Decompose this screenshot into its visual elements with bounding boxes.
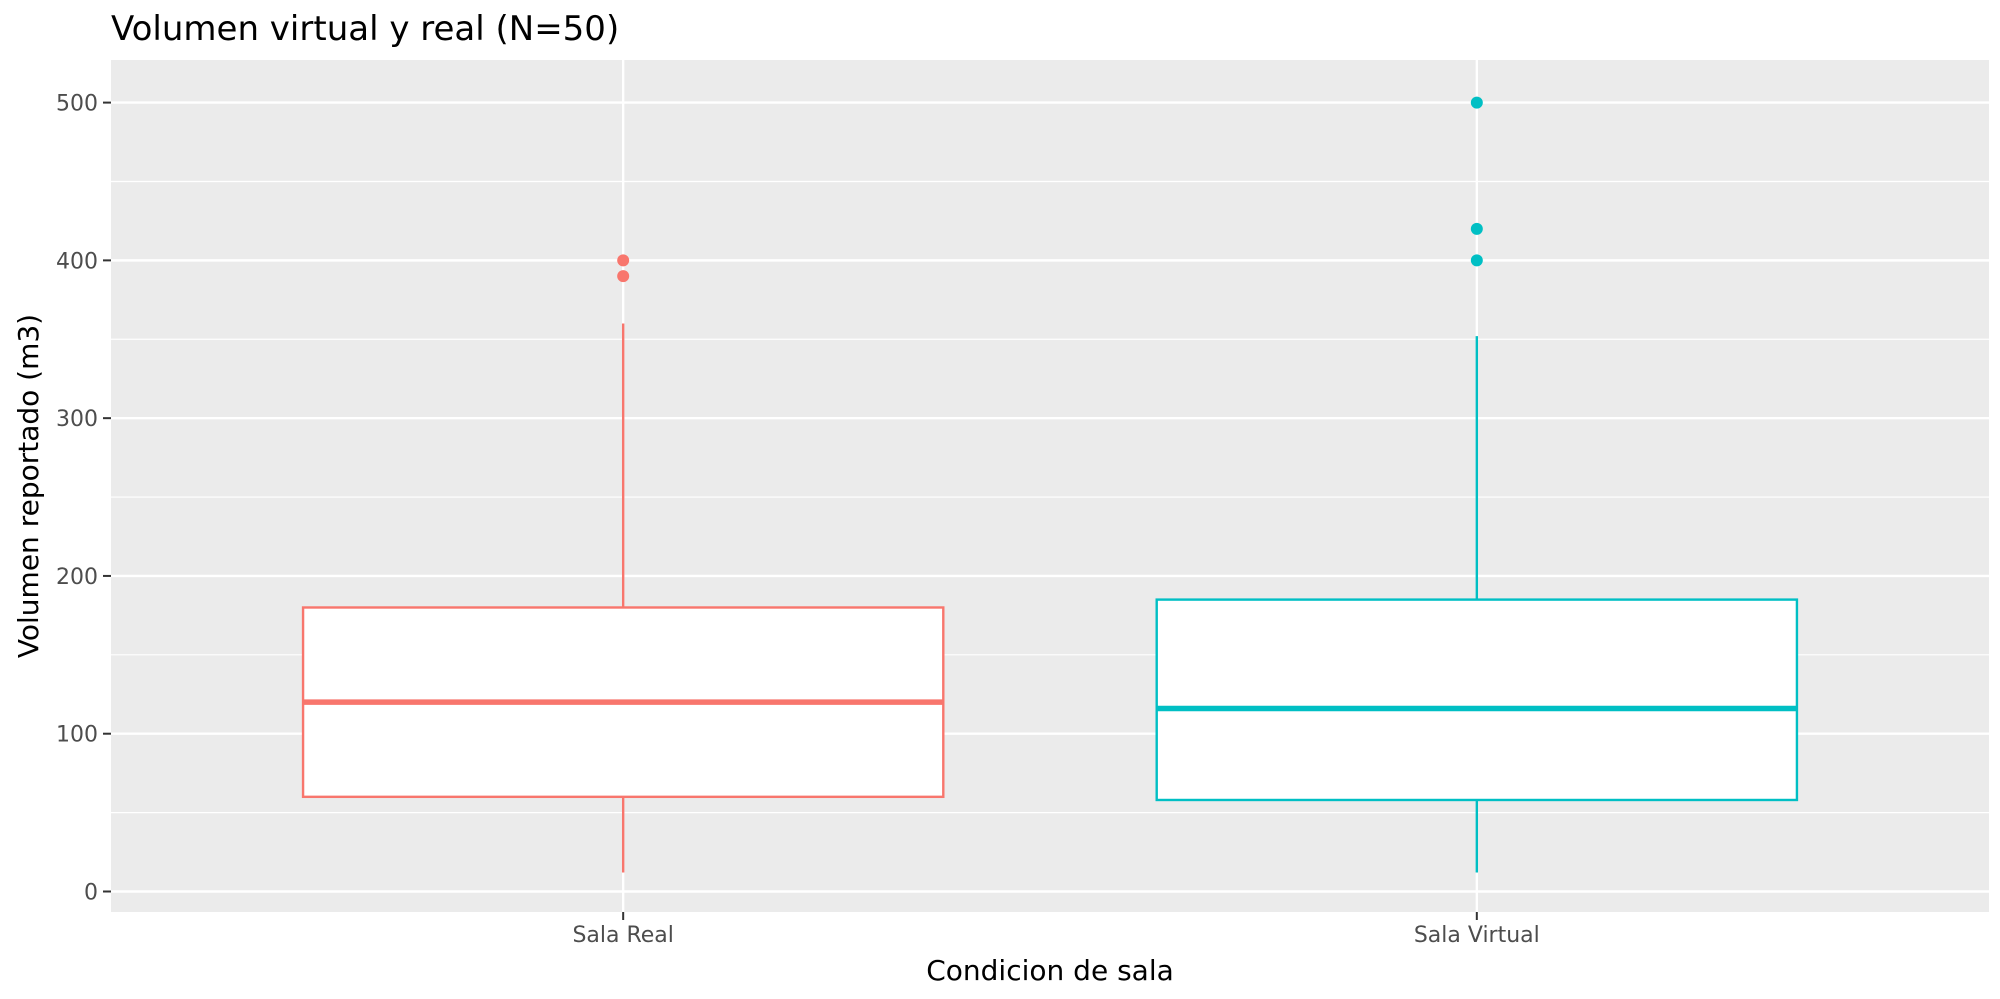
outlier-point <box>617 270 630 283</box>
y-tick-label: 0 <box>84 880 98 905</box>
boxes <box>301 96 1799 873</box>
outlier-point <box>617 254 630 267</box>
y-axis-title: Volumen reportado (m3) <box>12 314 45 658</box>
x-axis-title: Condicion de sala <box>926 954 1174 987</box>
outlier-point <box>1470 96 1483 109</box>
chart-title: Volumen virtual y real (N=50) <box>111 9 619 49</box>
y-tick-label: 100 <box>56 723 98 748</box>
box-iqr <box>1155 598 1799 802</box>
y-tick-label: 400 <box>56 249 98 274</box>
y-axis: 0 100 200 300 400 500 <box>56 92 111 905</box>
y-tick-label: 200 <box>56 565 98 590</box>
y-tick-label: 300 <box>56 407 98 432</box>
outlier-point <box>1470 222 1483 235</box>
y-tick-label: 500 <box>56 92 98 117</box>
box-group <box>301 254 945 873</box>
outlier-point <box>1470 254 1483 267</box>
x-axis: Sala Real Sala Virtual <box>572 912 1540 948</box>
x-tick-label: Sala Virtual <box>1414 923 1540 948</box>
box-group <box>1155 96 1799 873</box>
x-tick-label: Sala Real <box>572 923 673 948</box>
